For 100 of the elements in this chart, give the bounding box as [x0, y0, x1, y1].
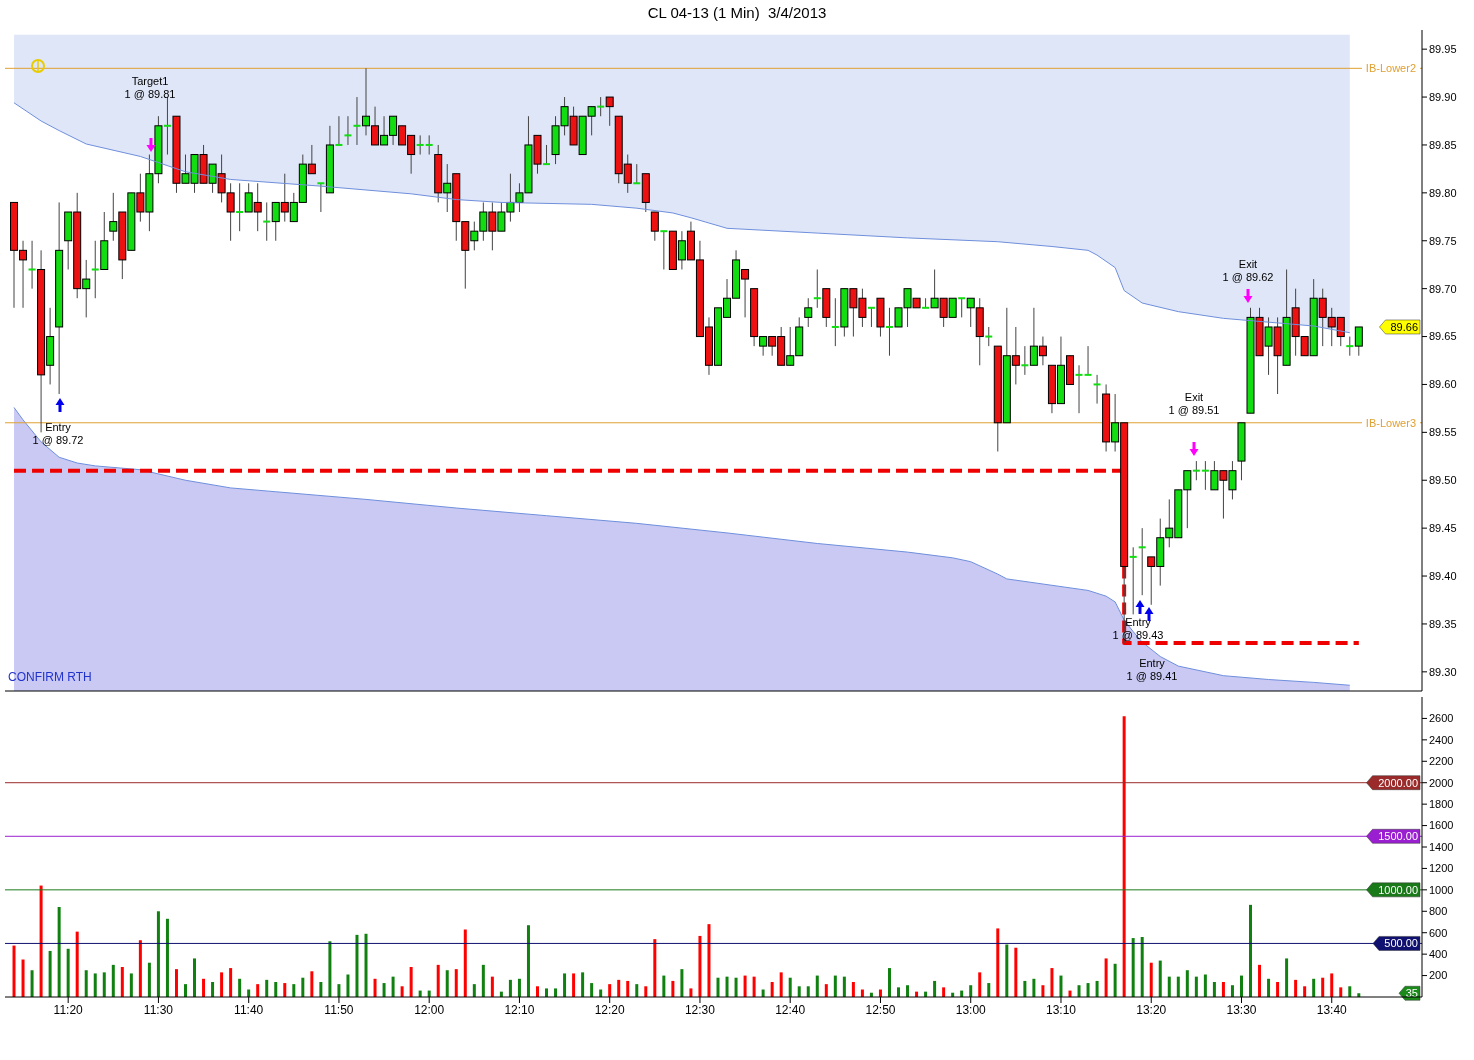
bar — [48, 950, 52, 997]
x-tick-label: 12:30 — [684, 1002, 716, 1017]
bar — [554, 988, 558, 997]
bar — [788, 977, 792, 997]
annotation: Entry 1 @ 89.41 — [1126, 657, 1178, 682]
bar — [120, 967, 124, 997]
bar — [1276, 982, 1280, 997]
bar — [472, 984, 476, 997]
bar — [1294, 979, 1298, 997]
bar — [1258, 964, 1262, 997]
candlestick — [867, 306, 875, 328]
bar — [1023, 980, 1027, 997]
x-tick-label: 12:40 — [775, 1002, 806, 1017]
x-tick-label: 13:30 — [1226, 1002, 1257, 1017]
bar — [752, 976, 756, 997]
bar — [978, 972, 982, 997]
bar — [211, 982, 215, 997]
y-tick-label: 800 — [1429, 905, 1448, 918]
bar — [535, 986, 539, 997]
bar — [30, 970, 34, 997]
bar — [66, 948, 70, 997]
bar — [806, 986, 810, 997]
candlestick — [543, 144, 551, 166]
candlestick — [353, 96, 361, 146]
candlestick — [1129, 546, 1137, 615]
bar — [1230, 985, 1234, 997]
bar — [1330, 973, 1334, 997]
bar — [138, 940, 142, 997]
bar — [1303, 986, 1307, 997]
y-tick-label: 89.40 — [1429, 569, 1457, 582]
candlestick — [985, 326, 993, 347]
ref-line-label: IB-Lower2 — [1365, 62, 1416, 75]
bar — [1014, 947, 1018, 997]
bar — [563, 973, 567, 997]
candlestick — [1075, 364, 1083, 414]
bar — [481, 964, 485, 997]
bar — [21, 959, 25, 997]
y-tick-label: 200 — [1429, 969, 1448, 982]
bar — [229, 968, 233, 997]
bar — [815, 975, 819, 997]
bar — [93, 973, 97, 997]
ref-line-label: 2000.00 — [1378, 776, 1418, 789]
bar — [156, 911, 160, 997]
bar — [364, 933, 368, 997]
bar — [626, 980, 630, 997]
bar — [517, 978, 521, 997]
bar — [662, 975, 666, 997]
bar — [617, 979, 621, 997]
x-tick-label: 11:20 — [53, 1002, 84, 1017]
bar — [445, 970, 449, 997]
y-tick-label: 2000 — [1429, 776, 1454, 789]
y-tick-label: 89.80 — [1429, 186, 1457, 199]
annotation: 35 — [1405, 987, 1418, 1000]
bar — [671, 980, 675, 997]
candlestick — [344, 115, 352, 146]
bar — [1086, 983, 1090, 997]
x-tick-label: 12:50 — [865, 1002, 896, 1017]
bar — [75, 931, 79, 997]
bar — [1312, 978, 1316, 997]
bar — [1095, 980, 1099, 997]
y-tick-label: 89.30 — [1429, 665, 1457, 678]
annotation: Entry 1 @ 89.43 — [1112, 616, 1164, 641]
bar — [463, 929, 467, 997]
bar — [608, 984, 612, 997]
bar — [1185, 970, 1189, 997]
y-tick-label: 1400 — [1429, 840, 1454, 853]
bar — [111, 964, 115, 997]
candlestick — [1192, 460, 1200, 481]
annotation: Target1 1 @ 89.81 — [124, 75, 176, 100]
bar — [1267, 978, 1271, 997]
bar — [84, 970, 88, 997]
bar — [1050, 968, 1054, 997]
bar — [1104, 958, 1108, 997]
annotation: CONFIRM RTH — [8, 670, 92, 684]
x-tick-label: 11:40 — [234, 1002, 264, 1017]
y-tick-label: 89.45 — [1429, 522, 1457, 535]
bar — [129, 973, 133, 997]
annotation: 89.66 — [1390, 320, 1418, 333]
y-tick-label: 89.90 — [1429, 90, 1457, 103]
annotation: Entry 1 @ 89.72 — [32, 421, 84, 446]
bar — [283, 983, 287, 997]
bar — [1239, 975, 1243, 997]
bar — [1122, 716, 1126, 997]
bar — [57, 907, 61, 997]
bar — [572, 973, 576, 997]
y-tick-label: 89.65 — [1429, 330, 1457, 343]
bar — [346, 974, 350, 997]
candlestick — [416, 134, 424, 156]
bar — [328, 941, 332, 997]
bar — [12, 945, 16, 997]
bar — [355, 934, 359, 997]
candlestick — [633, 163, 641, 185]
bar — [644, 986, 648, 997]
bar — [1221, 982, 1225, 997]
bar — [1149, 962, 1153, 997]
bar — [102, 972, 106, 997]
candlestick — [1346, 336, 1354, 357]
bar — [933, 980, 937, 997]
bar — [238, 978, 242, 997]
chart-title: CL 04-13 (1 Min) 3/4/2013 — [646, 4, 828, 21]
